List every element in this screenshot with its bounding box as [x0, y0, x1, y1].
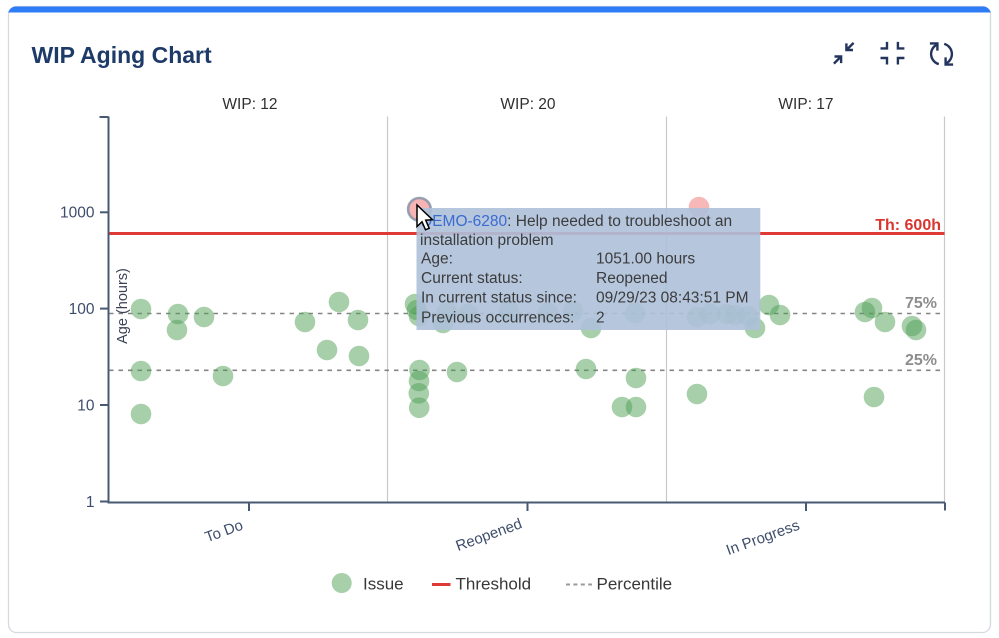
svg-text:Threshold: Threshold [456, 575, 532, 594]
svg-text:Reopened: Reopened [596, 270, 668, 287]
svg-text:WIP: 12: WIP: 12 [222, 96, 277, 113]
svg-text:In current status since:: In current status since: [421, 290, 577, 307]
svg-text:Age:: Age: [421, 251, 453, 268]
svg-text:installation problem: installation problem [420, 232, 554, 249]
svg-text:1051.00 hours: 1051.00 hours [596, 251, 695, 268]
svg-text:10: 10 [77, 397, 95, 414]
svg-text:25%: 25% [905, 352, 937, 369]
svg-text:1000: 1000 [60, 205, 95, 222]
svg-text:WIP Aging Chart: WIP Aging Chart [32, 42, 213, 68]
svg-text:Current status:: Current status: [421, 270, 523, 287]
svg-text:WIP: 20: WIP: 20 [500, 96, 556, 113]
svg-text:Issue: Issue [363, 575, 404, 594]
svg-text:Th: 600h: Th: 600h [875, 217, 941, 234]
svg-text:75%: 75% [905, 295, 937, 312]
svg-text:WIP: 17: WIP: 17 [778, 96, 833, 113]
svg-text:1: 1 [86, 494, 95, 511]
svg-text:09/29/23 08:43:51 PM: 09/29/23 08:43:51 PM [596, 290, 749, 307]
svg-text:100: 100 [69, 301, 95, 318]
svg-text:Previous occurrences:: Previous occurrences: [421, 310, 574, 327]
svg-text:Age (hours): Age (hours) [115, 268, 131, 344]
svg-text:2: 2 [596, 310, 605, 327]
svg-text:Percentile: Percentile [597, 575, 673, 594]
svg-text:DEMO-6280: Help needed to trou: DEMO-6280: Help needed to troubleshoot a… [421, 213, 732, 230]
